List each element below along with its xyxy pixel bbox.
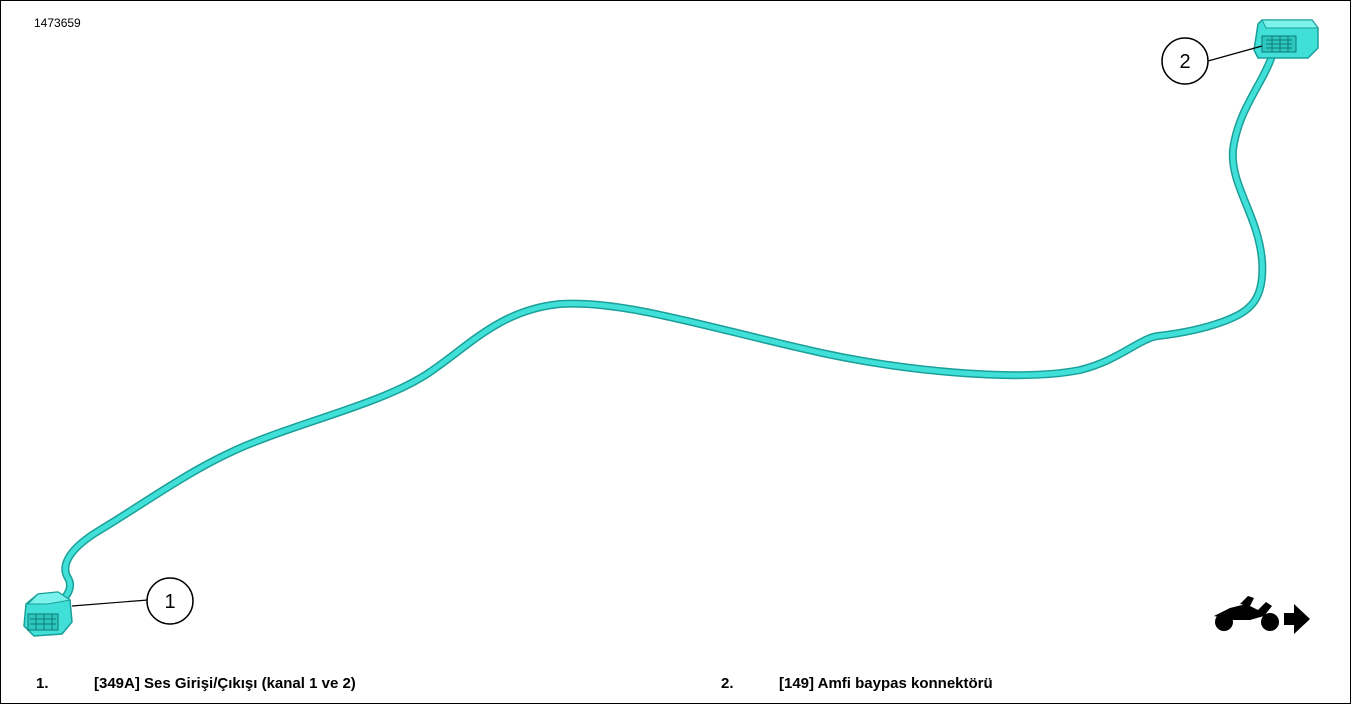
harness-cable-shadow bbox=[48, 52, 1276, 612]
legend-number: 1. bbox=[36, 675, 49, 692]
legend-text: [349A] Ses Girişi/Çıkışı (kanal 1 ve 2) bbox=[94, 675, 356, 692]
figure-id: 1473659 bbox=[34, 16, 81, 30]
legend-text: [149] Amfi baypas konnektörü bbox=[779, 675, 993, 692]
legend-item-1: 1. [349A] Ses Girişi/Çıkışı (kanal 1 ve 2… bbox=[36, 675, 356, 692]
legend-number: 2. bbox=[721, 675, 734, 692]
callout-1: 1 bbox=[71, 577, 194, 625]
harness-cable bbox=[49, 53, 1275, 611]
callout-1-label: 1 bbox=[164, 591, 175, 613]
callout-2-label: 2 bbox=[1179, 51, 1190, 73]
motorcycle-icon bbox=[1214, 596, 1279, 631]
connector-149-icon bbox=[1253, 19, 1319, 59]
legend-item-2: 2. [149] Amfi baypas konnektörü bbox=[721, 675, 993, 692]
callout-2: 2 bbox=[1161, 37, 1263, 85]
arrow-right-icon bbox=[1284, 604, 1310, 634]
connector-349a-icon bbox=[23, 591, 73, 637]
